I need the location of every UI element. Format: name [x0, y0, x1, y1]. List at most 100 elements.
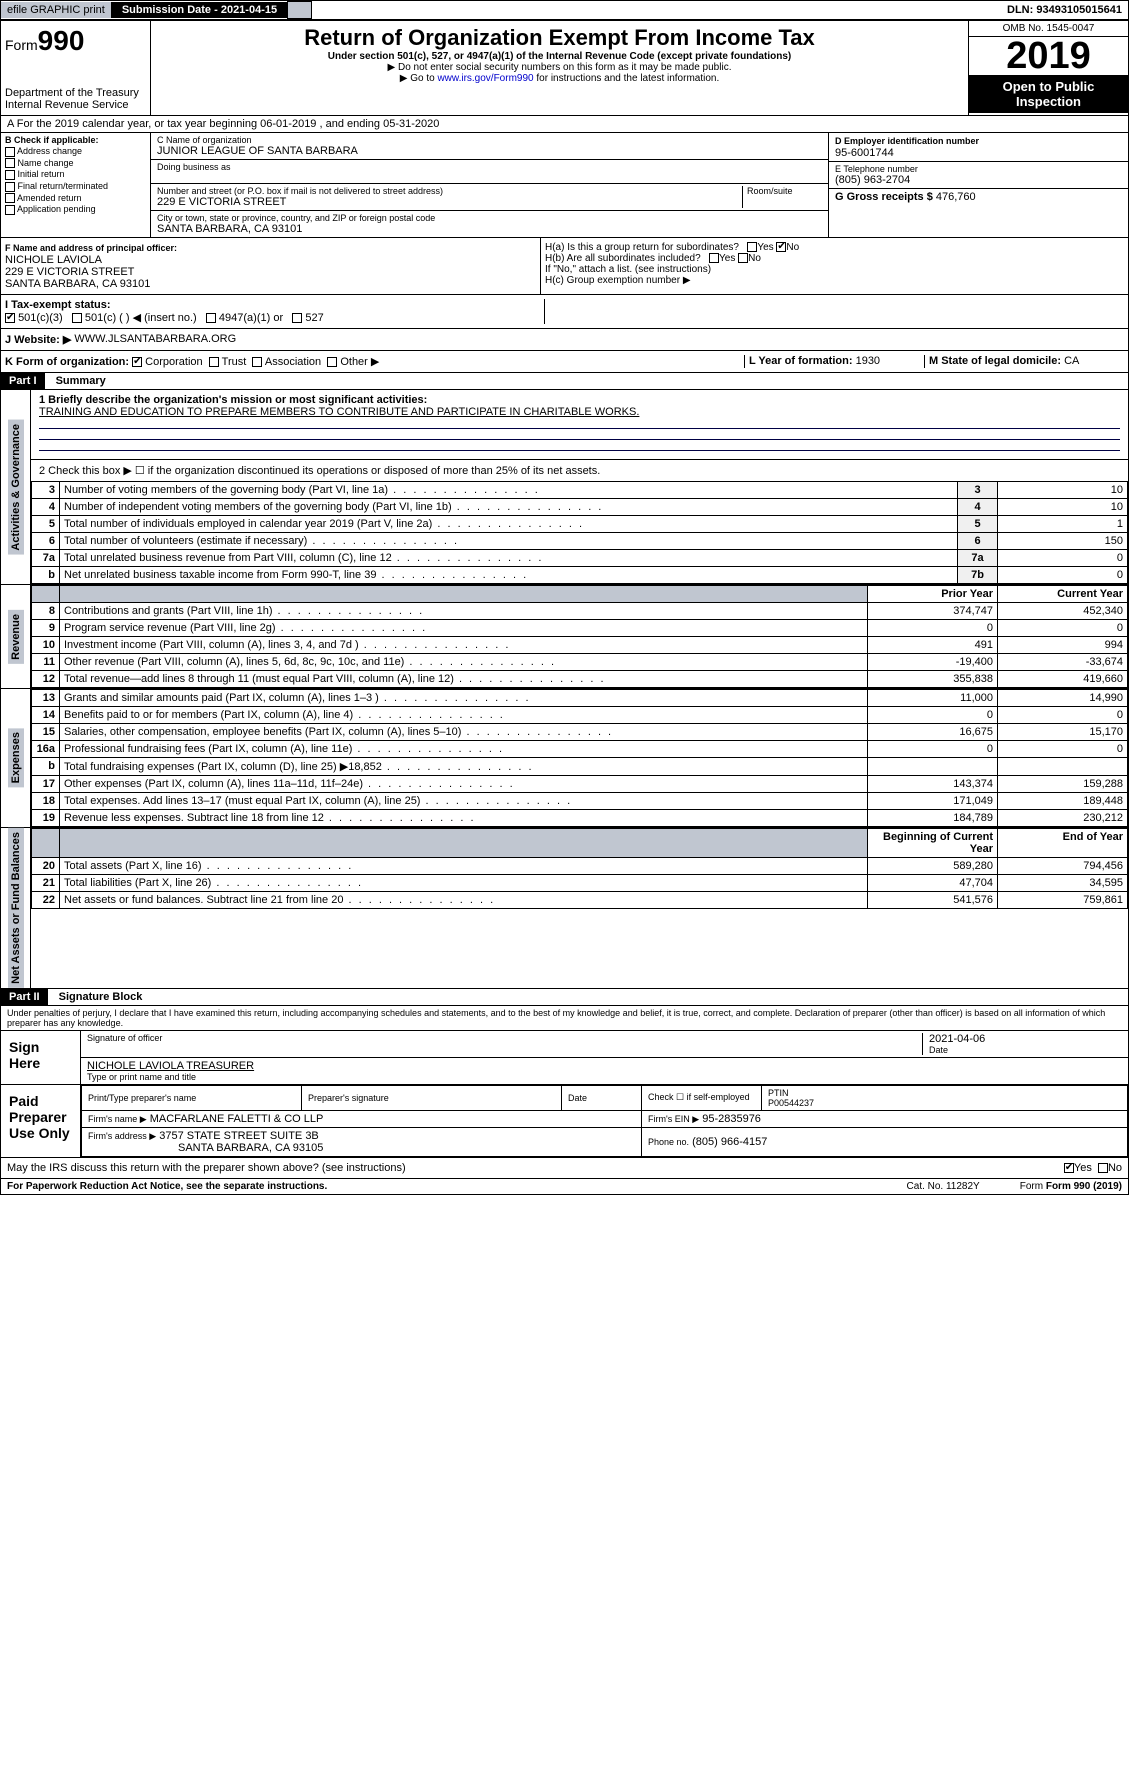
gross-receipts-value: 476,760	[936, 191, 976, 203]
q2-text: 2 Check this box ▶ ☐ if the organization…	[31, 460, 1128, 481]
cb-trust[interactable]	[209, 357, 219, 367]
firm-addr1: 3757 STATE STREET SUITE 3B	[159, 1130, 319, 1142]
sig-officer-label: Signature of officer	[87, 1033, 922, 1043]
perjury-text: Under penalties of perjury, I declare th…	[0, 1006, 1129, 1031]
form-note-2: ▶ Go to www.irs.gov/Form990 for instruct…	[155, 73, 964, 84]
phone-value: (805) 963-2704	[835, 174, 1122, 186]
firm-phone-label: Phone no.	[648, 1137, 689, 1147]
cb-other[interactable]	[327, 357, 337, 367]
sig-date: 2021-04-06	[929, 1033, 1116, 1045]
domicile-label: M State of legal domicile:	[929, 355, 1061, 367]
dln: DLN: 93493105015641	[1001, 2, 1128, 18]
firm-addr2: SANTA BARBARA, CA 93105	[88, 1142, 323, 1154]
year-formation-label: L Year of formation:	[749, 355, 853, 367]
discuss-row: May the IRS discuss this return with the…	[0, 1158, 1129, 1179]
efile-label[interactable]: efile GRAPHIC print	[1, 2, 112, 18]
firm-ein: 95-2835976	[702, 1113, 761, 1125]
discuss-text: May the IRS discuss this return with the…	[7, 1162, 406, 1174]
officer-addr1: 229 E VICTORIA STREET	[5, 266, 134, 278]
cb-address-change[interactable]: Address change	[5, 146, 146, 157]
col-end-year: End of Year	[998, 829, 1128, 858]
q1-label: 1 Briefly describe the organization's mi…	[39, 394, 427, 406]
prep-date-label: Date	[562, 1085, 642, 1110]
prep-check-label: Check ☐ if self-employed	[642, 1085, 762, 1110]
firm-phone: (805) 966-4157	[692, 1136, 767, 1148]
firm-addr-label: Firm's address ▶	[88, 1131, 156, 1141]
officer-addr2: SANTA BARBARA, CA 93101	[5, 278, 150, 290]
cb-initial-return[interactable]: Initial return	[5, 169, 146, 180]
q1-text: TRAINING AND EDUCATION TO PREPARE MEMBER…	[39, 406, 639, 418]
h-b: H(b) Are all subordinates included? Yes …	[545, 253, 1124, 264]
cb-application-pending[interactable]: Application pending	[5, 204, 146, 215]
line-a: A For the 2019 calendar year, or tax yea…	[0, 116, 1129, 133]
vlabel-governance: Activities & Governance	[8, 420, 24, 555]
form-org-label: K Form of organization:	[5, 356, 129, 368]
street-address: 229 E VICTORIA STREET	[157, 196, 742, 208]
part1-header: Part I	[1, 373, 45, 389]
footer: For Paperwork Reduction Act Notice, see …	[0, 1179, 1129, 1195]
org-name-label: C Name of organization	[157, 135, 822, 145]
domicile: CA	[1064, 355, 1079, 367]
pra-notice: For Paperwork Reduction Act Notice, see …	[7, 1181, 327, 1192]
form-number: Form990	[5, 25, 146, 57]
city-state-zip: SANTA BARBARA, CA 93101	[157, 223, 822, 235]
submission-date-box	[287, 1, 312, 19]
governance-section: Activities & Governance 1 Briefly descri…	[0, 390, 1129, 585]
form-title: Return of Organization Exempt From Incom…	[155, 25, 964, 51]
revenue-section: Revenue Prior YearCurrent Year 8Contribu…	[0, 585, 1129, 689]
col-prior-year: Prior Year	[868, 586, 998, 603]
irs-label: Internal Revenue Service	[5, 99, 146, 111]
section-abcdeg: B Check if applicable: Address change Na…	[0, 133, 1129, 238]
part2-header: Part II	[1, 989, 48, 1005]
addr-label: Number and street (or P.O. box if mail i…	[157, 186, 742, 196]
prep-sig-label: Preparer's signature	[302, 1085, 562, 1110]
cb-527[interactable]	[292, 313, 302, 323]
col-current-year: Current Year	[998, 586, 1128, 603]
submission-date: Submission Date - 2021-04-15	[112, 2, 287, 18]
cb-amended-return[interactable]: Amended return	[5, 193, 146, 204]
expenses-section: Expenses 13Grants and similar amounts pa…	[0, 689, 1129, 828]
paid-preparer-label: Paid Preparer Use Only	[1, 1085, 81, 1157]
form-note-1: ▶ Do not enter social security numbers o…	[155, 62, 964, 73]
h-c: H(c) Group exemption number ▶	[545, 275, 1124, 286]
part1-title: Summary	[48, 375, 106, 387]
instructions-link[interactable]: www.irs.gov/Form990	[437, 73, 533, 84]
cb-discuss-no[interactable]	[1098, 1163, 1108, 1173]
cb-association[interactable]	[252, 357, 262, 367]
top-bar: efile GRAPHIC print Submission Date - 20…	[0, 0, 1129, 20]
paid-preparer-block: Paid Preparer Use Only Print/Type prepar…	[0, 1085, 1129, 1158]
cb-name-change[interactable]: Name change	[5, 158, 146, 169]
org-name: JUNIOR LEAGUE OF SANTA BARBARA	[157, 145, 822, 157]
gross-receipts-label: G Gross receipts $	[835, 191, 933, 203]
officer-printed-name: NICHOLE LAVIOLA TREASURER	[87, 1060, 1122, 1072]
vlabel-netassets: Net Assets or Fund Balances	[8, 828, 24, 988]
section-fh: F Name and address of principal officer:…	[0, 238, 1129, 295]
firm-name: MACFARLANE FALETTI & CO LLP	[150, 1113, 324, 1125]
tax-exempt-label: I Tax-exempt status:	[5, 299, 111, 311]
firm-ein-label: Firm's EIN ▶	[648, 1114, 699, 1124]
ptin-label: PTIN	[768, 1088, 789, 1098]
h-b-note: If "No," attach a list. (see instruction…	[545, 264, 1124, 275]
cat-no: Cat. No. 11282Y	[907, 1181, 980, 1192]
cb-final-return[interactable]: Final return/terminated	[5, 181, 146, 192]
website-label: J Website: ▶	[5, 333, 71, 346]
cb-501c3[interactable]	[5, 313, 15, 323]
website-value: WWW.JLSANTABARBARA.ORG	[74, 333, 236, 346]
city-label: City or town, state or province, country…	[157, 213, 822, 223]
form-subtitle: Under section 501(c), 527, or 4947(a)(1)…	[155, 51, 964, 62]
dba-label: Doing business as	[157, 162, 822, 172]
year-formation: 1930	[856, 355, 880, 367]
cb-corporation[interactable]	[132, 357, 142, 367]
firm-name-label: Firm's name ▶	[88, 1114, 147, 1124]
col-begin-year: Beginning of Current Year	[868, 829, 998, 858]
cb-501c[interactable]	[72, 313, 82, 323]
h-a: H(a) Is this a group return for subordin…	[545, 242, 1124, 253]
cb-discuss-yes[interactable]	[1064, 1163, 1074, 1173]
sign-here-label: Sign Here	[1, 1031, 81, 1084]
dept-label: Department of the Treasury	[5, 87, 146, 99]
ptin-value: P00544237	[768, 1098, 814, 1108]
ein-value: 95-6001744	[835, 147, 894, 159]
prep-name-label: Print/Type preparer's name	[82, 1085, 302, 1110]
tax-year: 2019	[969, 37, 1128, 75]
cb-4947[interactable]	[206, 313, 216, 323]
